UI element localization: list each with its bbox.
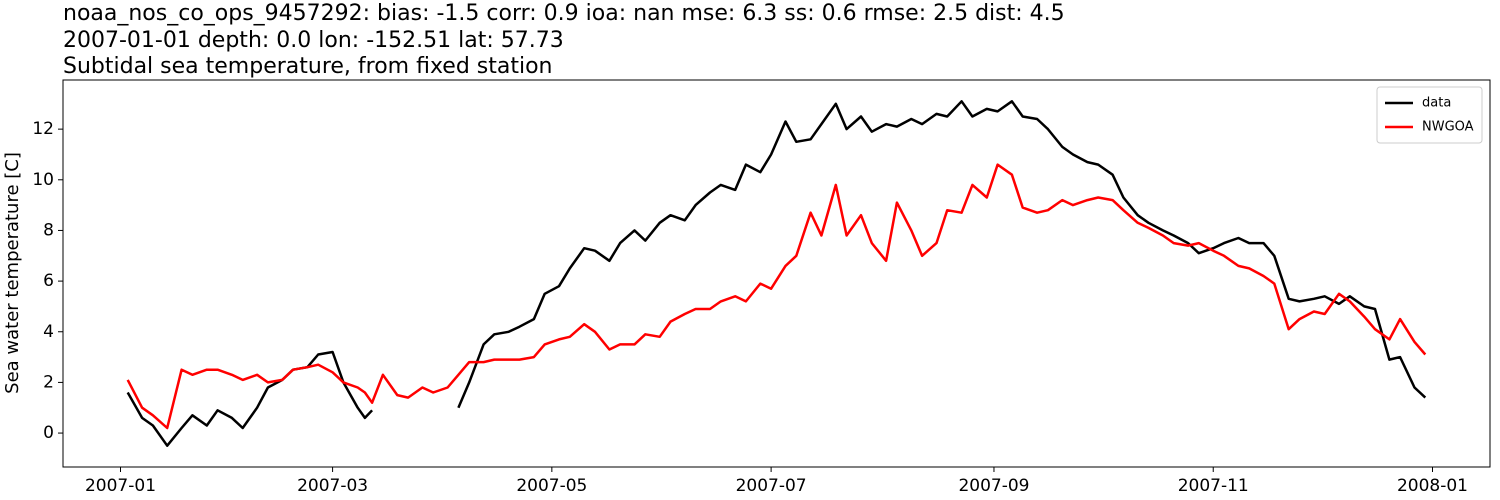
legend-box <box>1376 86 1483 144</box>
x-tick-label: 2007-03 <box>297 476 368 496</box>
y-tick-label: 2 <box>43 372 54 392</box>
y-axis-label: Sea water temperature [C] <box>2 152 23 394</box>
x-tick-label: 2007-01 <box>85 476 156 496</box>
x-tick-label: 2007-11 <box>1178 476 1249 496</box>
y-tick-label: 4 <box>43 322 54 342</box>
data-line <box>126 100 1427 447</box>
y-tick-label: 12 <box>32 119 54 139</box>
chart-title: noaa_nos_co_ops_9457292: bias: -1.5 corr… <box>63 1 1065 26</box>
x-tick-label: 2007-05 <box>516 476 587 496</box>
legend-label: data <box>1422 96 1451 111</box>
data-line <box>126 163 1427 430</box>
chart-subtitle: Subtidal sea temperature, from fixed sta… <box>63 54 553 79</box>
chart-subtitle: 2007-01-01 depth: 0.0 lon: -152.51 lat: … <box>63 28 564 53</box>
y-tick-label: 8 <box>43 220 54 240</box>
x-tick-label: 2007-09 <box>958 476 1029 496</box>
plot-frame <box>62 79 1491 468</box>
x-tick-label: 2007-07 <box>736 476 807 496</box>
y-tick-label: 0 <box>43 423 54 443</box>
y-tick-label: 6 <box>43 271 54 291</box>
legend-label: NWGOA <box>1422 120 1474 135</box>
x-tick-label: 2008-01 <box>1397 476 1468 496</box>
y-tick-label: 10 <box>32 170 54 190</box>
